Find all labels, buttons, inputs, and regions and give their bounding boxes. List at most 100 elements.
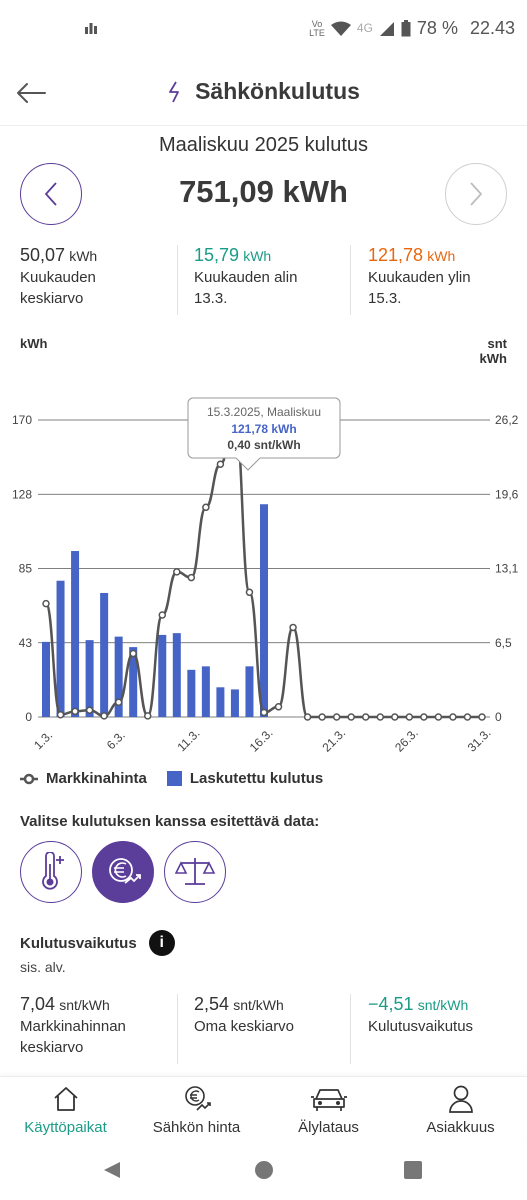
stat-label: Markkinahinnan: [20, 1018, 126, 1035]
nav-kayttopaikat[interactable]: Käyttöpaikat: [0, 1083, 131, 1136]
price-point: [42, 599, 50, 608]
system-navigation: [0, 1142, 527, 1200]
chart-svg[interactable]: 0 0 43 6,5 85 13,1 128 19,6 170 26,2 1.3. 6.3. 11.3.…: [0, 330, 527, 760]
stat-value: 7,04: [20, 994, 56, 1014]
market-price-toggle-button[interactable]: [92, 841, 154, 903]
chevron-left-icon: [44, 182, 57, 206]
system-back-icon[interactable]: [102, 1160, 122, 1180]
nav-sahkon-hinta[interactable]: Sähkön hinta: [131, 1083, 262, 1136]
bar: [172, 633, 181, 717]
tooltip-date: 15.3.2025, Maaliskuu: [207, 405, 321, 419]
impact-stats: 7,04 snt/kWh Markkinahinnan keskiarvo 2,…: [0, 994, 527, 1064]
consumption-stats: 50,07 kWh Kuukauden keskiarvo 15,79 kWh …: [0, 245, 527, 315]
stat-market-average: 7,04 snt/kWh Markkinahinnan keskiarvo: [20, 994, 126, 1064]
bar: [42, 641, 50, 717]
price-point: [187, 573, 196, 582]
x-tick-label: 16.3.: [247, 726, 276, 755]
bar-series-legend-icon: [166, 771, 182, 786]
temperature-toggle-button[interactable]: [20, 841, 82, 903]
stat-sublabel: 13.3.: [194, 290, 228, 307]
system-recents-icon[interactable]: [403, 1160, 423, 1180]
data-select-label: Valitse kulutuksen kanssa esitettävä dat…: [20, 813, 320, 830]
stat-label: Kuukauden ylin: [368, 269, 471, 286]
back-arrow-icon[interactable]: [14, 76, 48, 110]
signal-bars-icon: [85, 23, 97, 34]
price-point: [56, 710, 65, 719]
home-icon: [53, 1087, 78, 1111]
price-point: [202, 503, 210, 512]
divider: [177, 994, 178, 1064]
bar: [260, 504, 268, 717]
bar: [71, 551, 80, 717]
bottom-navigation: Käyttöpaikat Sähkön hinta Älylataus: [0, 1076, 527, 1142]
left-tick-label: 170: [12, 413, 32, 427]
stat-average: 50,07 kWh Kuukauden keskiarvo: [20, 245, 97, 315]
stat-unit: kWh: [427, 248, 456, 264]
stat-value: −4,51: [368, 994, 414, 1014]
divider: [177, 245, 178, 315]
price-point: [143, 712, 152, 720]
previous-month-button[interactable]: [20, 163, 82, 225]
divider: [350, 994, 351, 1064]
nav-label: Asiakkuus: [426, 1119, 495, 1136]
nav-asiakkuus[interactable]: Asiakkuus: [395, 1083, 526, 1136]
x-tick-label: 31.3.: [465, 726, 494, 755]
line-series-legend-icon: [20, 773, 38, 784]
legend-bar-label: Laskutettu kulutus: [189, 770, 324, 787]
month-title: Maaliskuu 2025 kulutus: [158, 134, 368, 156]
right-tick-label: 6,5: [495, 636, 512, 650]
price-point: [274, 703, 283, 711]
nav-label: Käyttöpaikat: [24, 1119, 107, 1136]
chart-legend: Markkinahinta Laskutettu kulutus: [20, 770, 323, 787]
price-point: [114, 698, 123, 707]
price-point: [376, 713, 385, 721]
legend-line-label: Markkinahinta: [46, 770, 147, 787]
price-point: [361, 713, 370, 721]
stat-label: Kuukauden alin: [194, 269, 298, 286]
impact-title: Kulutusvaikutus: [20, 934, 137, 952]
bar: [56, 580, 65, 717]
price-point: [85, 706, 94, 714]
nav-alylataus[interactable]: Älylataus: [263, 1083, 394, 1136]
price-point: [318, 713, 326, 721]
price-point: [405, 713, 414, 721]
network-4g-label: 4G: [356, 21, 373, 35]
stat-label: Kuukauden: [20, 269, 96, 286]
left-tick-label: 0: [25, 710, 32, 724]
thermometer-icon: [42, 852, 64, 890]
stat-unit: snt/kWh: [59, 997, 110, 1013]
price-point: [260, 708, 268, 717]
nav-label: Älylataus: [298, 1119, 359, 1136]
stat-own-average: 2,54 snt/kWh Oma keskiarvo: [194, 994, 294, 1064]
consumption-chart[interactable]: kWh snt kWh 0 0 43 6,5 85 13,1 128 19,6 170 26,2 1…: [0, 330, 527, 760]
stat-sublabel: keskiarvo: [20, 290, 84, 307]
system-home-icon[interactable]: [254, 1160, 274, 1180]
bar: [245, 666, 254, 717]
right-axis-unit: snt kWh: [479, 336, 507, 366]
x-tick-label: 1.3.: [31, 728, 55, 752]
x-tick-label: 26.3.: [392, 726, 421, 755]
right-tick-label: 0: [495, 710, 502, 724]
vat-note: sis. alv.: [20, 959, 66, 975]
right-tick-label: 19,6: [495, 487, 519, 501]
status-bar: Vo LTE 4G 78 % 22.43: [0, 0, 527, 60]
price-icon: [184, 1086, 211, 1111]
price-point: [100, 712, 108, 720]
chart-tooltip: [187, 397, 341, 471]
price-point: [129, 649, 137, 658]
stat-min: 15,79 kWh Kuukauden alin 13.3.: [194, 245, 297, 315]
comparison-toggle-button[interactable]: [164, 841, 226, 903]
x-tick-label: 11.3.: [174, 726, 202, 754]
info-icon[interactable]: i: [148, 930, 175, 956]
scale-icon: [175, 858, 215, 885]
stat-value: 121,78: [368, 245, 424, 265]
price-point: [71, 707, 79, 716]
price-point: [449, 713, 457, 721]
bar: [100, 592, 109, 717]
next-month-button[interactable]: [445, 163, 507, 225]
stat-label: Oma keskiarvo: [194, 1018, 295, 1035]
battery-percent: 78 %: [416, 18, 458, 38]
wifi-icon: [330, 21, 351, 36]
right-tick-label: 13,1: [495, 562, 519, 576]
right-tick-label: 26,2: [495, 413, 519, 427]
